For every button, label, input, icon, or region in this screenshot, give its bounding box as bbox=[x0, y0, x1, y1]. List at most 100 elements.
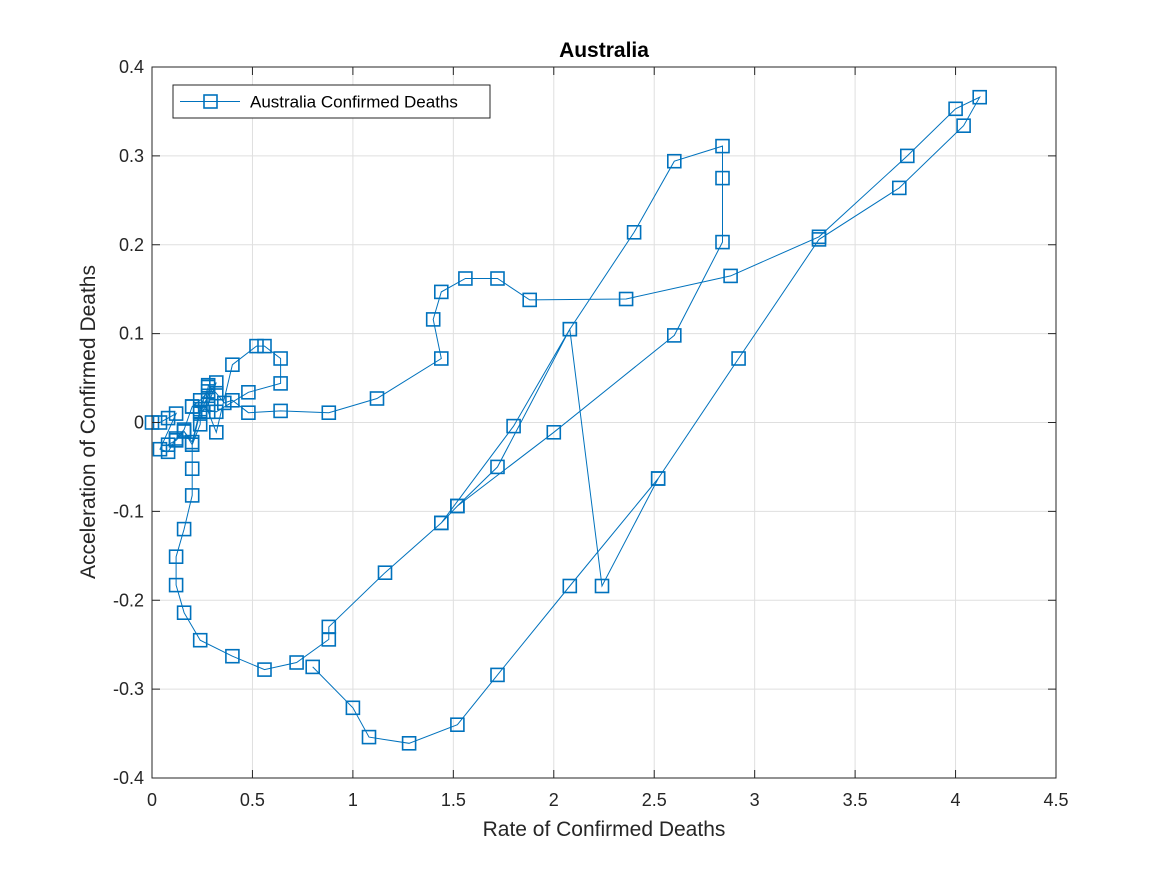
data-point-marker bbox=[715, 170, 730, 186]
data-point-marker bbox=[666, 328, 682, 343]
x-tick-label: 1 bbox=[348, 790, 358, 810]
data-point-marker bbox=[618, 291, 634, 307]
data-point-marker bbox=[731, 351, 746, 366]
data-point-marker bbox=[184, 399, 200, 414]
data-point-marker bbox=[490, 271, 505, 286]
data-point-marker bbox=[425, 312, 441, 327]
x-tick-label: 2.5 bbox=[642, 790, 667, 810]
y-tick-label: 0.1 bbox=[119, 324, 144, 344]
data-point-marker bbox=[546, 424, 562, 440]
data-point-marker bbox=[168, 432, 184, 448]
data-point-marker bbox=[225, 648, 240, 664]
data-point-marker bbox=[257, 662, 272, 677]
data-point-marker bbox=[666, 153, 682, 169]
y-tick-label: -0.1 bbox=[113, 501, 144, 521]
data-point-marker bbox=[650, 471, 666, 486]
data-point-marker bbox=[273, 351, 288, 366]
data-point-marker bbox=[594, 578, 610, 594]
data-point-marker bbox=[241, 405, 256, 421]
tick-labels: 0 0.5 1 1.5 2 2.5 3 3.5 4 4.5 -0.4 -0.3 -0.2 -0.1 0 0.1… bbox=[113, 57, 1069, 810]
y-tick-label: 0.3 bbox=[119, 146, 144, 166]
data-point-marker bbox=[225, 357, 240, 373]
data-point-marker bbox=[899, 148, 915, 164]
axes bbox=[151, 66, 1057, 779]
data-point-marker bbox=[377, 565, 393, 581]
data-point-marker bbox=[225, 392, 240, 408]
data-point-marker bbox=[433, 351, 449, 366]
data-point-marker bbox=[176, 605, 192, 621]
data-point-marker bbox=[184, 437, 200, 453]
data-point-marker bbox=[522, 292, 538, 308]
data-point-marker bbox=[811, 229, 827, 245]
x-axis-label: Rate of Confirmed Deaths bbox=[483, 818, 726, 841]
data-point-marker bbox=[450, 717, 465, 733]
legend-marker bbox=[203, 94, 218, 109]
data-point-marker bbox=[209, 404, 224, 420]
data-point-marker bbox=[217, 395, 232, 411]
data-point-marker bbox=[723, 268, 738, 284]
data-point-marker bbox=[160, 437, 176, 453]
data-point-marker bbox=[168, 577, 184, 593]
series-line bbox=[152, 96, 981, 671]
x-tick-label: 1.5 bbox=[441, 790, 466, 810]
x-tick-label: 0 bbox=[147, 790, 157, 810]
data-point-marker bbox=[184, 488, 200, 503]
data-point-marker bbox=[891, 180, 907, 196]
data-point-marker bbox=[160, 410, 176, 426]
legend-label: Australia Confirmed Deaths bbox=[250, 93, 458, 112]
y-tick-label: 0 bbox=[134, 413, 144, 433]
data-point-marker bbox=[506, 418, 521, 434]
y-tick-label: -0.2 bbox=[113, 590, 144, 610]
data-point-marker bbox=[168, 549, 184, 565]
series-australia-confirmed-deaths bbox=[144, 89, 988, 751]
data-point-marker bbox=[321, 619, 337, 635]
data-point-marker bbox=[200, 404, 216, 420]
data-point-marker bbox=[184, 461, 200, 477]
data-point-marker bbox=[176, 424, 192, 439]
x-tick-label: 4.5 bbox=[1043, 790, 1068, 810]
data-point-marker bbox=[273, 376, 288, 391]
data-point-marker bbox=[192, 632, 208, 648]
data-point-marker bbox=[972, 89, 988, 105]
y-tick-label: 0.2 bbox=[119, 235, 144, 255]
x-tick-label: 4 bbox=[951, 790, 961, 810]
data-point-marker bbox=[152, 441, 168, 457]
data-point-marker bbox=[321, 405, 337, 421]
y-tick-label: -0.4 bbox=[113, 768, 144, 788]
x-tick-label: 0.5 bbox=[240, 790, 265, 810]
data-point-marker bbox=[433, 515, 449, 531]
data-point-marker bbox=[956, 118, 971, 133]
data-point-marker bbox=[948, 101, 963, 117]
data-point-marker bbox=[168, 406, 184, 421]
data-point-marker bbox=[209, 424, 224, 440]
data-point-marker bbox=[490, 459, 505, 475]
data-point-marker bbox=[715, 138, 730, 154]
data-point-marker bbox=[273, 403, 288, 419]
data-point-marker bbox=[450, 498, 465, 514]
data-point-marker bbox=[200, 388, 216, 404]
x-tick-label: 3.5 bbox=[843, 790, 868, 810]
data-point-marker bbox=[289, 655, 304, 670]
y-tick-label: 0.4 bbox=[119, 57, 144, 77]
data-point-marker bbox=[209, 375, 224, 390]
data-point-marker bbox=[433, 284, 449, 300]
data-point-marker bbox=[200, 377, 216, 393]
data-point-marker bbox=[192, 404, 208, 420]
data-point-marker bbox=[369, 391, 385, 406]
legend: Australia Confirmed Deaths bbox=[172, 84, 491, 119]
data-point-marker bbox=[715, 234, 730, 250]
x-tick-label: 2 bbox=[549, 790, 559, 810]
data-point-marker bbox=[562, 321, 578, 337]
data-point-marker bbox=[626, 225, 642, 240]
data-point-marker bbox=[241, 384, 256, 400]
data-point-marker bbox=[490, 667, 505, 683]
data-point-marker bbox=[257, 338, 272, 354]
grid bbox=[151, 66, 1057, 779]
data-point-marker bbox=[249, 338, 264, 354]
chart-title: Australia bbox=[559, 39, 649, 62]
data-point-marker bbox=[401, 735, 417, 751]
y-tick-label: -0.3 bbox=[113, 679, 144, 699]
y-axis-label: Acceleration of Confirmed Deaths bbox=[77, 265, 100, 579]
data-point-marker bbox=[562, 578, 578, 594]
